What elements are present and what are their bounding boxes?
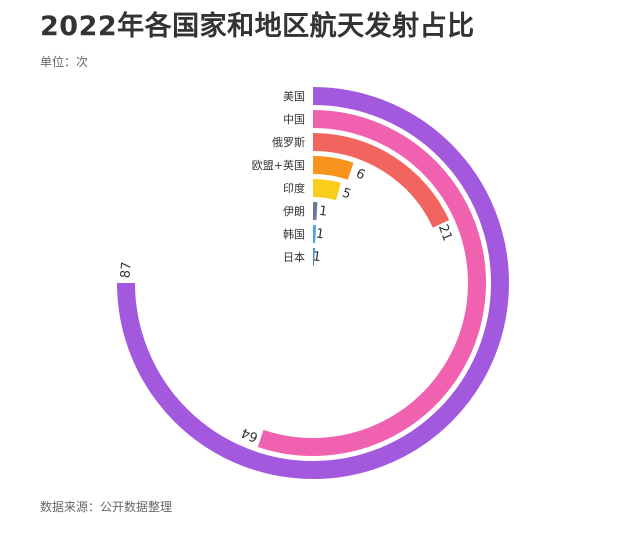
source-note: 数据来源：公开数据整理 [40, 500, 173, 514]
radial-bar-4 [312, 178, 341, 201]
unit-label: 单位：次 [40, 55, 89, 69]
category-label-4: 印度 [283, 181, 305, 195]
bars-group [117, 87, 509, 479]
radial-bar-2 [312, 133, 450, 228]
category-label-5: 伊朗 [283, 205, 305, 218]
value-label-2: 21 [435, 222, 455, 243]
radial-bar-0 [117, 87, 509, 479]
value-label-5: 1 [318, 204, 328, 220]
chart-title: 2022年各国家和地区航天发射占比 [40, 11, 475, 42]
category-label-6: 韩国 [283, 227, 305, 241]
category-label-1: 中国 [283, 113, 305, 126]
radial-bar-3 [312, 156, 354, 180]
category-label-7: 日本 [283, 250, 305, 264]
category-label-2: 俄罗斯 [272, 136, 305, 149]
value-label-6: 1 [315, 226, 325, 242]
value-label-3: 6 [353, 166, 367, 183]
category-label-0: 美国 [283, 90, 305, 103]
value-label-4: 5 [340, 186, 353, 203]
value-label-1: 64 [239, 424, 260, 444]
category-label-3: 欧盟+英国 [252, 158, 305, 172]
value-label-7: 1 [312, 249, 322, 265]
value-label-0: 87 [118, 261, 134, 279]
radial-bar-1 [257, 110, 486, 456]
